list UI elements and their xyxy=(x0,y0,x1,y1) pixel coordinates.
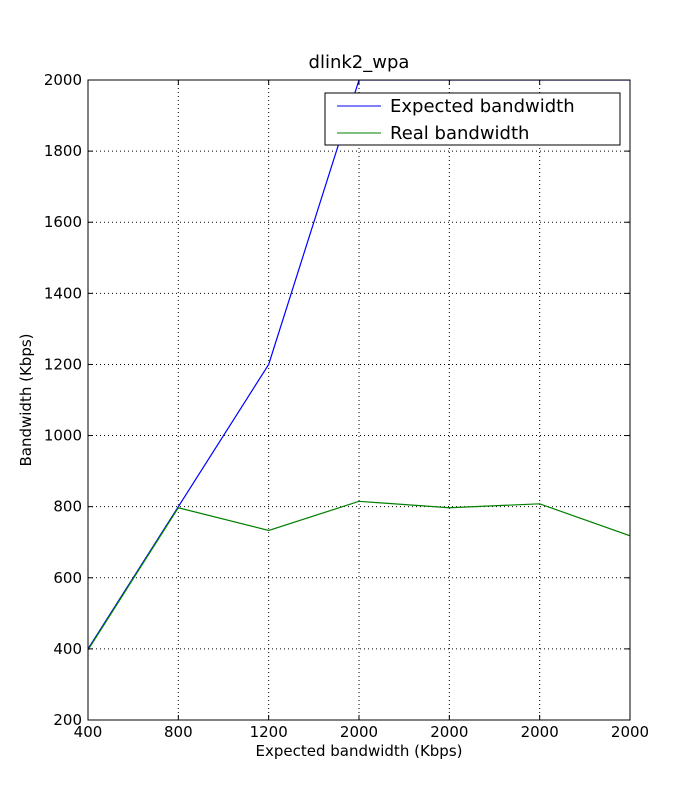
legend-label-expected: Expected bandwidth xyxy=(390,96,575,117)
y-tick-label: 1400 xyxy=(44,284,82,302)
y-tick-label: 1600 xyxy=(44,213,82,231)
grid-lines xyxy=(88,80,630,720)
y-tick-label: 1200 xyxy=(44,355,82,373)
y-tick-label: 1000 xyxy=(44,427,82,445)
series-line-expected xyxy=(88,80,630,650)
legend: Expected bandwidth Real bandwidth xyxy=(324,92,621,146)
y-tick-label: 200 xyxy=(53,711,82,729)
x-tick-label: 2000 xyxy=(521,723,559,741)
y-tick-label: 2000 xyxy=(44,71,82,89)
x-tick-label: 2000 xyxy=(430,723,468,741)
x-tick-label: 1200 xyxy=(250,723,288,741)
x-tick-label: 400 xyxy=(74,723,103,741)
legend-label-real: Real bandwidth xyxy=(390,123,529,144)
y-tick-label: 800 xyxy=(53,498,82,516)
y-tick-label: 1800 xyxy=(44,142,82,160)
x-tick-label: 2000 xyxy=(340,723,378,741)
y-tick-labels: 200 400 600 800 1000 1200 1400 1600 1800 2000 xyxy=(44,71,82,729)
x-tick-label: 800 xyxy=(164,723,193,741)
series-line-real xyxy=(88,500,630,651)
chart-title: dlink2_wpa xyxy=(309,52,410,73)
y-tick-label: 600 xyxy=(53,569,82,587)
series-lines xyxy=(88,80,630,651)
legend-box xyxy=(324,92,621,146)
y-axis-label: Bandwidth (Kbps) xyxy=(17,333,35,466)
y-tick-label: 400 xyxy=(53,640,82,658)
x-axis-label: Expected bandwidth (Kbps) xyxy=(255,742,462,760)
x-tick-labels: 400 800 1200 2000 2000 2000 2000 xyxy=(74,723,649,741)
axis-ticks xyxy=(87,79,631,721)
x-tick-label: 2000 xyxy=(611,723,649,741)
